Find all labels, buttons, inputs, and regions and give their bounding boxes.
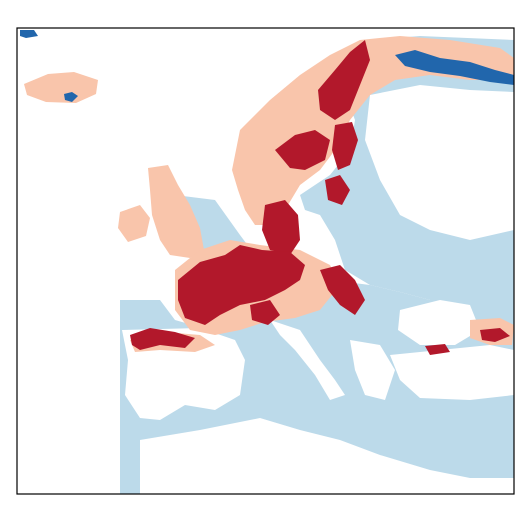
denmark-germany-red <box>262 200 300 255</box>
turkey-north-red <box>480 328 510 342</box>
ireland-salmon <box>118 205 150 242</box>
black-sea-coast-red <box>425 344 450 355</box>
finland-coast-red <box>325 175 350 205</box>
north-africa-landmass <box>140 418 514 494</box>
scandinavia-salmon <box>232 36 514 225</box>
norway-sweden-north-red <box>318 40 370 120</box>
dark-red-class <box>130 40 510 355</box>
britain-salmon <box>148 165 204 258</box>
arctic-coast-blue <box>395 50 514 85</box>
black-sea-area <box>398 300 480 345</box>
map-frame-border <box>16 27 515 495</box>
balkans-red <box>320 265 365 315</box>
sweden-central-red <box>275 130 330 170</box>
iceland-salmon <box>24 72 98 103</box>
greece-landmass <box>350 340 395 400</box>
land-area <box>22 70 514 494</box>
finland-russia-landmass <box>365 85 514 240</box>
italy-balkans-landmass <box>270 320 345 400</box>
sweden-south-red <box>332 122 358 170</box>
iceland-blue <box>64 92 78 102</box>
greenland-corner-blue <box>20 30 38 38</box>
central-europe-red <box>178 245 305 325</box>
blue-class <box>20 30 514 102</box>
iberia-landmass <box>122 328 245 420</box>
france-south-red <box>130 328 195 350</box>
turkey-landmass <box>390 345 514 400</box>
italy-north-red <box>250 300 280 325</box>
